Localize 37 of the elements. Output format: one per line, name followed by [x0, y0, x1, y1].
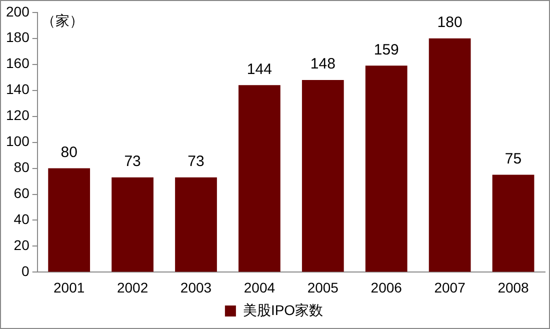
bar — [238, 85, 280, 272]
bar — [365, 66, 408, 272]
data-label: 144 — [246, 60, 272, 78]
y-tick-label: 40 — [14, 211, 30, 228]
x-tick-label: 2007 — [434, 279, 466, 296]
y-axis-title: （家） — [41, 12, 84, 28]
x-tick-label: 2003 — [180, 279, 212, 296]
data-label: 73 — [124, 153, 141, 170]
bar — [492, 174, 534, 272]
bar — [112, 177, 154, 272]
x-tick-label: 2008 — [498, 279, 530, 296]
x-tick-label: 2005 — [307, 279, 339, 296]
y-tick-label: 80 — [14, 159, 30, 176]
y-tick-label: 160 — [6, 55, 30, 72]
y-tick-label: 140 — [6, 81, 30, 98]
data-label: 73 — [188, 153, 204, 170]
bar — [428, 38, 471, 272]
data-label: 159 — [374, 41, 399, 58]
data-label: 80 — [60, 144, 78, 161]
y-tick-label: 100 — [6, 133, 30, 150]
x-tick-label: 2002 — [116, 279, 148, 296]
bar — [48, 168, 90, 272]
legend-label: 美股IPO家数 — [242, 302, 324, 318]
x-tick-label: 2006 — [370, 279, 402, 296]
data-label: 75 — [504, 150, 522, 168]
bar — [302, 80, 344, 272]
y-tick-label: 200 — [6, 3, 30, 20]
y-tick-label: 120 — [6, 107, 30, 124]
y-tick-label: 20 — [14, 237, 30, 254]
bar — [175, 177, 217, 272]
y-tick-label: 180 — [6, 29, 30, 46]
x-tick-label: 2004 — [244, 279, 276, 296]
y-tick-label: 60 — [14, 185, 30, 202]
data-label: 180 — [437, 14, 462, 32]
x-tick-label: 2001 — [54, 279, 85, 296]
data-label: 148 — [310, 56, 336, 73]
y-tick-label: 0 — [22, 263, 30, 280]
